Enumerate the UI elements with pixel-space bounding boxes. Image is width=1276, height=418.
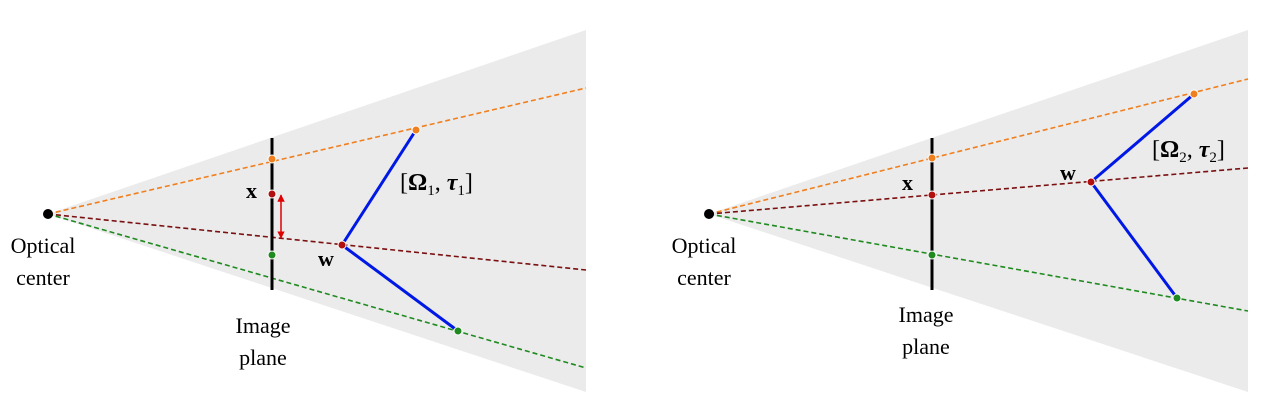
panel-2: x w [Ω2, τ2] Optical center Image plane <box>672 30 1249 392</box>
w-label: w <box>1060 160 1076 185</box>
view-frustum <box>709 30 1248 392</box>
panel-1: x w [Ω1, τ1] Optical center Image plane <box>11 30 587 392</box>
x-label: x <box>902 170 913 195</box>
line-segment-upper <box>1090 92 1195 184</box>
x-label: x <box>246 178 257 203</box>
w-label: w <box>318 246 334 271</box>
endpoint-green <box>453 326 463 336</box>
endpoint-w <box>1086 177 1096 187</box>
ray-dark-red <box>708 167 1249 215</box>
line-segment-lower <box>1089 181 1179 299</box>
ray-orange <box>47 87 587 215</box>
projection-point-x <box>267 189 277 199</box>
line-segment-upper <box>340 129 418 246</box>
optical-center-point <box>704 209 714 219</box>
line-segment-lower <box>341 243 459 333</box>
endpoint-green <box>1172 293 1182 303</box>
projection-point-green <box>927 250 937 260</box>
endpoint-orange <box>1189 89 1199 99</box>
projection-point-green <box>267 250 277 260</box>
pose-label: [Ω1, τ1] <box>400 170 473 199</box>
image-plane-label: Image plane <box>899 302 954 359</box>
projection-point-orange <box>927 153 937 163</box>
image-plane-label: Image plane <box>236 313 291 370</box>
endpoint-orange <box>411 125 421 135</box>
ray-dark-red <box>47 213 587 271</box>
projection-point-x <box>927 190 937 200</box>
ray-green <box>708 213 1249 312</box>
optical-center-label: Optical center <box>11 233 76 290</box>
ray-green <box>47 213 587 369</box>
projection-point-orange <box>267 154 277 164</box>
view-frustum <box>48 30 586 392</box>
optical-center-label: Optical center <box>672 233 737 290</box>
pose-label: [Ω2, τ2] <box>1152 137 1225 166</box>
ray-orange <box>708 78 1249 215</box>
endpoint-w <box>337 240 347 250</box>
optical-center-point <box>43 209 53 219</box>
